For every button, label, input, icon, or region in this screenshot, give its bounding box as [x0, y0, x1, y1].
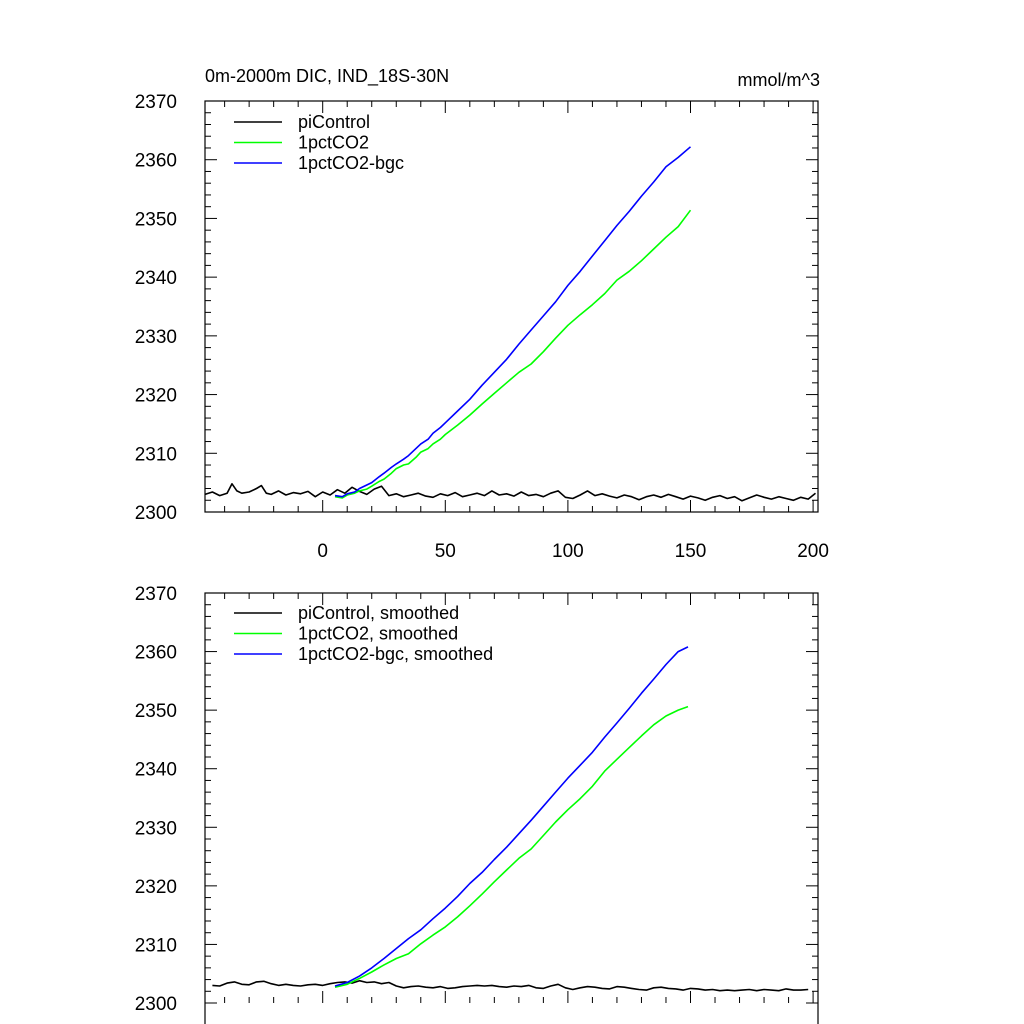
y-tick-label: 2310 [135, 444, 177, 465]
bottom-panel: 2300 2310 2320 2330 2340 2350 2360 2370 piContr… [135, 584, 819, 1024]
y-tick-label: 2370 [135, 584, 177, 605]
y-tick-label: 2340 [135, 268, 177, 289]
x-tick-label: 150 [675, 541, 707, 562]
y-tick-label: 2310 [135, 935, 177, 956]
legend-label: piControl, smoothed [298, 603, 459, 623]
y-tick-label: 2330 [135, 327, 177, 348]
y-tick-labels: 2300 2310 2320 2330 2340 2350 2360 2370 [135, 584, 177, 1015]
y-tick-label: 2300 [135, 503, 177, 524]
y-tick-label: 2350 [135, 701, 177, 722]
x-tick-labels: 0 50 100 150 200 [317, 541, 829, 562]
y-tick-label: 2350 [135, 209, 177, 230]
units-label: mmol/m^3 [738, 70, 820, 90]
y-tick-labels: 2300 2310 2320 2330 2340 2350 2360 2370 [135, 92, 177, 524]
y-tick-label: 2320 [135, 877, 177, 898]
plot-lines [204, 146, 817, 502]
x-tick-label: 0 [317, 541, 328, 562]
series-line-3 [334, 146, 692, 498]
y-tick-label: 2330 [135, 818, 177, 839]
chart-title: 0m-2000m DIC, IND_18S-30N [205, 66, 449, 87]
y-tick-label: 2340 [135, 760, 177, 781]
top-panel: 0m-2000m DIC, IND_18S-30N mmol/m^3 23002… [135, 66, 829, 562]
series-line-1 [212, 979, 809, 992]
series-line-3 [334, 646, 689, 987]
y-tick-label: 2320 [135, 386, 177, 407]
plot-frame [204, 100, 819, 513]
series-line-1 [204, 482, 817, 502]
legend-label: 1pctCO2 [298, 133, 369, 153]
legend-label: piControl [298, 112, 370, 132]
series-line-2 [334, 705, 689, 988]
axis-ticks [205, 592, 818, 1004]
y-tick-label: 2360 [135, 151, 177, 172]
plot-lines [212, 646, 809, 992]
legend-label: 1pctCO2, smoothed [298, 624, 458, 644]
legend-label: 1pctCO2-bgc, smoothed [298, 644, 493, 664]
plot-frame [204, 592, 819, 1024]
legend-label: 1pctCO2-bgc [298, 153, 404, 173]
x-tick-label: 50 [435, 541, 456, 562]
y-tick-label: 2360 [135, 643, 177, 664]
x-tick-label: 200 [797, 541, 829, 562]
y-tick-label: 2300 [135, 994, 177, 1015]
series-line-2 [334, 209, 692, 499]
axis-ticks [205, 100, 818, 513]
x-tick-label: 100 [552, 541, 584, 562]
y-tick-label: 2370 [135, 92, 177, 113]
